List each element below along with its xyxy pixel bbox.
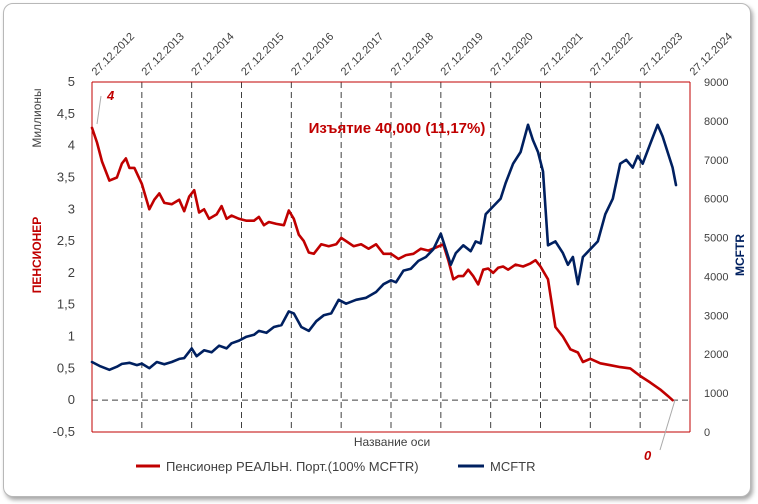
right-tick-label: 9000 [704, 77, 728, 89]
right-tick-label: 1000 [704, 388, 728, 400]
top-date-tick: 27.12.2017 [339, 31, 386, 78]
left-tick-label: 2,5 [57, 233, 75, 248]
legend-label-pensioner: Пенсионер РЕАЛЬН. Порт.(100% MCFTR) [166, 459, 419, 474]
top-date-tick: 27.12.2019 [438, 31, 485, 78]
annotation-label: Изъятие 40,000 (11,17%) [309, 120, 486, 137]
left-axis-units: Миллионы [30, 88, 44, 147]
legend-label-mcftr: MCFTR [490, 459, 536, 474]
right-tick-label: 5000 [704, 233, 728, 245]
data-label-start: 4 [96, 88, 115, 125]
right-axis-title: MCFTR [733, 234, 747, 276]
top-date-tick: 27.12.2023 [638, 31, 685, 78]
right-tick-label: 2000 [704, 349, 728, 361]
left-tick-label: 5 [68, 74, 75, 89]
top-date-tick: 27.12.2024 [688, 31, 735, 78]
top-date-tick: 27.12.2022 [588, 31, 635, 78]
left-tick-label: -0,5 [53, 424, 75, 439]
data-label-0: 0 [644, 448, 652, 463]
vertical-gridlines [141, 82, 691, 432]
series-line-mcftr [90, 123, 678, 372]
left-tick-label: 3,5 [57, 169, 75, 184]
left-axis-title: ПЕНСИОНЕР [30, 217, 44, 294]
top-date-tick: 27.12.2015 [239, 31, 286, 78]
legend: Пенсионер РЕАЛЬН. Порт.(100% MCFTR) MCFT… [136, 459, 536, 474]
series-line-pensioner [90, 126, 674, 402]
right-tick-label: 7000 [704, 155, 728, 167]
left-tick-label: 1 [68, 329, 75, 344]
top-date-tick: 27.12.2018 [389, 31, 436, 78]
right-tick-label: 4000 [704, 271, 728, 283]
right-tick-label: 8000 [704, 116, 728, 128]
left-tick-label: 0 [68, 392, 75, 407]
right-tick-label: 3000 [704, 310, 728, 322]
data-label-end: 0 [644, 399, 676, 463]
data-label-4: 4 [106, 88, 115, 103]
left-tick-label: 4 [68, 138, 75, 153]
left-tick-label: 2 [68, 265, 75, 280]
left-tick-label: 3 [68, 201, 75, 216]
top-date-tick: 27.12.2020 [488, 31, 535, 78]
top-date-tick: 27.12.2012 [90, 31, 137, 78]
top-date-tick: 27.12.2021 [538, 31, 585, 78]
right-tick-label: 0 [704, 427, 710, 439]
left-tick-label: 1,5 [57, 297, 75, 312]
right-tick-label: 6000 [704, 194, 728, 206]
left-tick-label: 0,5 [57, 360, 75, 375]
left-tick-label: 4,5 [57, 106, 75, 121]
x-axis-title: Название оси [354, 435, 430, 449]
top-date-tick: 27.12.2014 [189, 31, 236, 78]
top-date-tick: 27.12.2016 [289, 31, 336, 78]
top-date-tick: 27.12.2013 [139, 31, 186, 78]
